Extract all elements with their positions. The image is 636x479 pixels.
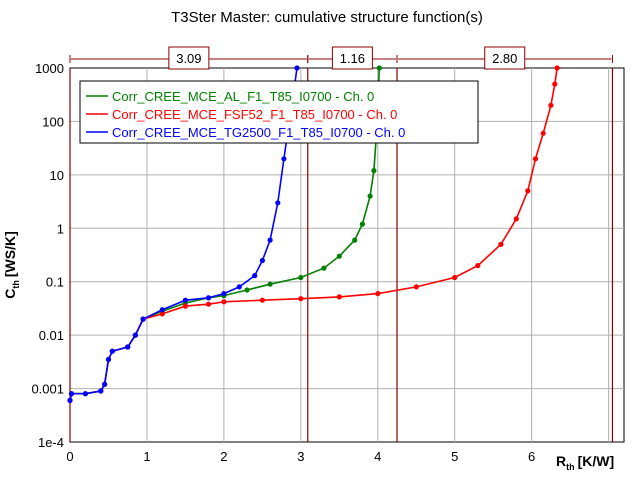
- data-point: [236, 284, 242, 290]
- data-point: [548, 102, 554, 108]
- legend-box: [79, 80, 479, 144]
- x-tick-label: 1: [143, 449, 150, 464]
- x-tick-label: 4: [374, 449, 381, 464]
- data-point: [205, 301, 212, 307]
- data-point: [109, 348, 115, 354]
- data-point: [259, 257, 265, 264]
- data-point: [159, 311, 165, 317]
- legend-label: Corr_CREE_MCE_FSF52_F1_T85_I0700 - Ch. 0: [112, 107, 397, 122]
- data-point: [336, 294, 342, 300]
- y-tick-label: 1: [57, 221, 64, 236]
- annotation-label: 2.80: [492, 51, 517, 66]
- data-point: [221, 299, 227, 305]
- x-tick-label: 3: [297, 449, 304, 464]
- x-axis-label: Rth [K/W]: [556, 453, 614, 472]
- annotation-box: [484, 46, 526, 70]
- data-point: [554, 65, 560, 71]
- data-point: [376, 65, 382, 71]
- data-point: [105, 356, 112, 363]
- data-point: [475, 263, 481, 269]
- annotation-label: 1.16: [340, 51, 365, 66]
- data-point: [532, 156, 539, 162]
- data-point: [98, 388, 104, 394]
- y-axis-label-unit: [WS/K]: [2, 231, 18, 277]
- x-axis-label-unit: [K/W]: [578, 453, 615, 469]
- y-tick-label: 0.001: [31, 382, 64, 397]
- y-tick-label: 1000: [35, 61, 64, 76]
- x-tick-label: 6: [528, 449, 535, 464]
- annotation-box: [168, 46, 210, 70]
- legend-label: Corr_CREE_MCE_AL_F1_T85_I0700 - Ch. 0: [112, 89, 374, 104]
- data-point: [125, 344, 131, 350]
- x-tick-labels: 0 1 2 3 4 5 6: [66, 449, 535, 464]
- x-axis-label-sub: th: [566, 462, 575, 472]
- data-point: [182, 297, 188, 303]
- data-point: [67, 397, 73, 403]
- data-point: [321, 265, 327, 271]
- y-axis-label-main: C: [2, 289, 18, 299]
- data-point: [205, 295, 212, 301]
- data-point: [221, 291, 227, 297]
- x-tick-label: 0: [66, 449, 73, 464]
- y-tick-label: 0.1: [46, 275, 64, 290]
- data-point: [359, 221, 365, 227]
- data-point: [498, 241, 504, 247]
- data-point: [267, 237, 273, 243]
- svg-text:Rth[K/W]: Rth [K/W]: [556, 453, 614, 472]
- series-group: [67, 65, 560, 403]
- data-point: [352, 237, 358, 243]
- data-point: [513, 216, 519, 222]
- y-tick-labels: 1e-4 0.001 0.01 0.1 1 10 100 1000: [31, 61, 64, 450]
- data-point: [552, 81, 558, 87]
- data-point: [298, 274, 304, 281]
- data-point: [371, 168, 377, 174]
- data-point: [82, 391, 88, 397]
- data-point: [259, 297, 265, 303]
- data-point: [294, 65, 300, 71]
- annotation-group: 3.09 1.16 2.80: [69, 46, 613, 70]
- chart-title: T3Ster Master: cumulative structure func…: [171, 9, 483, 26]
- y-axis-label-sub: th: [11, 280, 21, 289]
- data-point: [375, 291, 381, 297]
- y-axis-label: Cth [WS/K]: [2, 231, 21, 299]
- data-point: [252, 273, 258, 279]
- data-point: [413, 284, 419, 290]
- svg-text:Cth[WS/K]: Cth [WS/K]: [2, 231, 21, 299]
- data-point: [140, 316, 146, 322]
- data-point: [336, 253, 342, 259]
- data-point: [132, 332, 138, 338]
- data-point: [367, 193, 373, 199]
- data-point: [182, 303, 188, 309]
- x-tick-label: 5: [451, 449, 458, 464]
- data-point: [540, 130, 546, 136]
- legend: Corr_CREE_MCE_AL_F1_T85_I0700 - Ch. 0 Cor…: [79, 80, 479, 144]
- data-point: [244, 287, 250, 293]
- data-point: [298, 296, 304, 302]
- x-tick-label: 2: [220, 449, 227, 464]
- data-point: [525, 188, 531, 194]
- y-tick-label: 100: [42, 114, 64, 129]
- x-axis-label-main: R: [556, 453, 566, 469]
- data-point: [275, 200, 281, 206]
- legend-label: Corr_CREE_MCE_TG2500_F1_T85_I0700 - Ch. …: [112, 125, 405, 140]
- y-tick-label: 10: [50, 168, 64, 183]
- annotation-box: [331, 46, 373, 70]
- data-point: [452, 274, 458, 281]
- y-tick-label: 1e-4: [38, 435, 64, 450]
- data-point: [267, 281, 273, 287]
- data-point: [159, 307, 165, 313]
- data-point: [281, 156, 287, 162]
- y-tick-label: 0.01: [39, 328, 64, 343]
- data-point: [102, 381, 108, 387]
- annotation-label: 3.09: [176, 51, 201, 66]
- data-point: [68, 391, 75, 397]
